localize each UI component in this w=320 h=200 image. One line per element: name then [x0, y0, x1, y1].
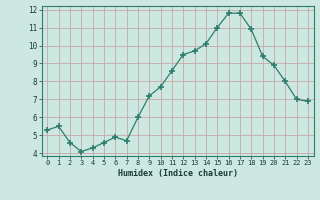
X-axis label: Humidex (Indice chaleur): Humidex (Indice chaleur) — [118, 169, 237, 178]
